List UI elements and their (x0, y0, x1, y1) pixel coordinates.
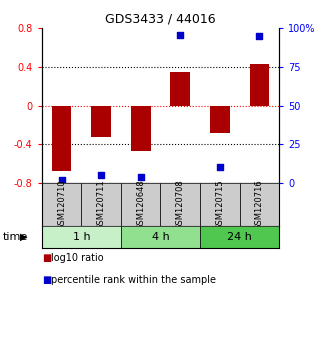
Bar (210, 105, 230, 133)
Text: GSM120708: GSM120708 (176, 179, 185, 230)
Text: 1 h: 1 h (73, 232, 90, 242)
Text: 4 h: 4 h (152, 232, 169, 242)
Bar (42, 226, 121, 248)
Text: GSM120715: GSM120715 (215, 179, 224, 230)
Text: GSM120716: GSM120716 (255, 179, 264, 230)
Bar (131, 105, 151, 151)
Bar (81, 183, 121, 226)
Text: log10 ratio: log10 ratio (51, 253, 104, 263)
Text: GSM120710: GSM120710 (57, 179, 66, 230)
Bar (160, 183, 200, 226)
Bar (170, 72, 190, 105)
Text: ▶: ▶ (20, 232, 28, 242)
Bar (200, 183, 240, 226)
Point (217, 165, 222, 170)
Point (178, 32, 183, 37)
Bar (91, 105, 111, 137)
Text: percentile rank within the sample: percentile rank within the sample (51, 275, 216, 285)
Bar (200, 226, 279, 248)
Text: GSM120711: GSM120711 (97, 179, 106, 230)
Point (138, 174, 143, 179)
Text: GSM120648: GSM120648 (136, 179, 145, 230)
Text: ■: ■ (42, 253, 51, 263)
Bar (42, 183, 81, 226)
Bar (121, 183, 160, 226)
Bar (249, 64, 269, 105)
Point (99, 172, 104, 178)
Text: ■: ■ (42, 275, 51, 285)
Title: GDS3433 / 44016: GDS3433 / 44016 (105, 13, 216, 26)
Bar (52, 105, 71, 171)
Point (59, 177, 64, 183)
Bar (240, 183, 279, 226)
Text: time: time (3, 232, 29, 242)
Point (257, 33, 262, 39)
Bar (121, 226, 200, 248)
Text: 24 h: 24 h (227, 232, 252, 242)
